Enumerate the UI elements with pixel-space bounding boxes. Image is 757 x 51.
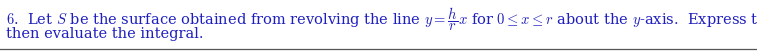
- Text: then evaluate the integral.: then evaluate the integral.: [6, 27, 204, 41]
- Text: $\mathbf{6}$.  Let $S$ be the surface obtained from revolving the line $y = \dfr: $\mathbf{6}$. Let $S$ be the surface obt…: [6, 5, 757, 33]
